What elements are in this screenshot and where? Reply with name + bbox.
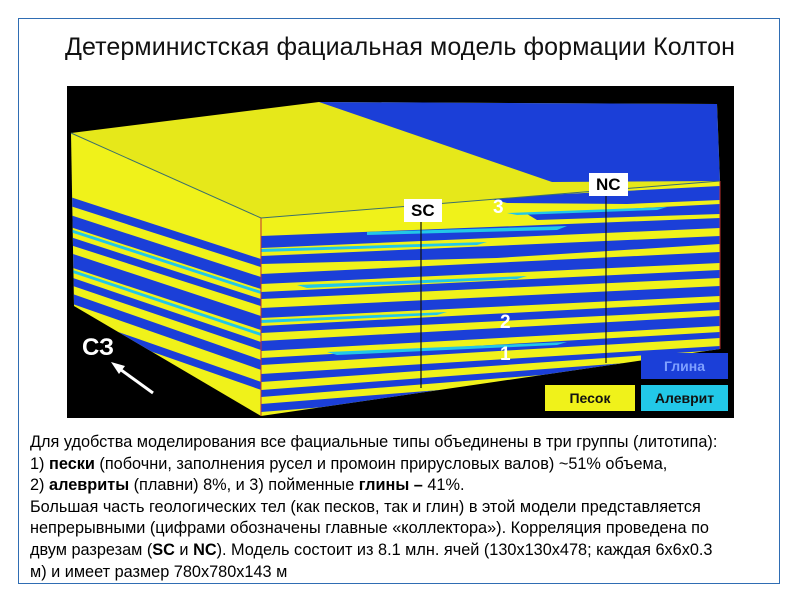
reservoir-number-1: 1 xyxy=(500,344,511,365)
description-line-6: двум разрезам (SC и NC). Модель состоит … xyxy=(30,540,713,559)
description-text: Для удобства моделирования все фациальны… xyxy=(30,432,790,583)
facies-block-3d xyxy=(70,102,721,416)
nc-section-label: NC xyxy=(589,173,628,196)
slide-title: Детерминистская фациальная модель формац… xyxy=(64,33,736,61)
legend-silt: Алеврит xyxy=(641,385,728,411)
top-face-clay xyxy=(319,102,720,182)
legend-sand: Песок xyxy=(545,385,635,411)
front-face-layers xyxy=(261,181,720,416)
reservoir-number-2: 2 xyxy=(500,312,511,333)
description-line-7: м) и имеет размер 780x780x143 м xyxy=(30,562,288,581)
slide-frame xyxy=(18,18,780,584)
sc-section-label: SC xyxy=(404,199,442,222)
northwest-arrow xyxy=(111,362,154,395)
reservoir-number-3: 3 xyxy=(493,197,504,218)
description-line-2: 1) пески (побочни, заполнения русел и пр… xyxy=(30,454,668,473)
description-line-1: Для удобства моделирования все фациальны… xyxy=(30,433,718,451)
direction-label: СЗ xyxy=(82,334,115,361)
description-line-5: непрерывными (цифрами обозначены главные… xyxy=(30,519,709,538)
description-line-4: Большая часть геологических тел (как пес… xyxy=(30,497,701,516)
legend-clay: Глина xyxy=(641,353,728,379)
description-line-3: 2) алевриты (плавни) 8%, и 3) пойменные … xyxy=(30,476,465,495)
facies-model-panel: SC NC 3 2 1 Глина Песок Алеврит xyxy=(67,86,734,418)
